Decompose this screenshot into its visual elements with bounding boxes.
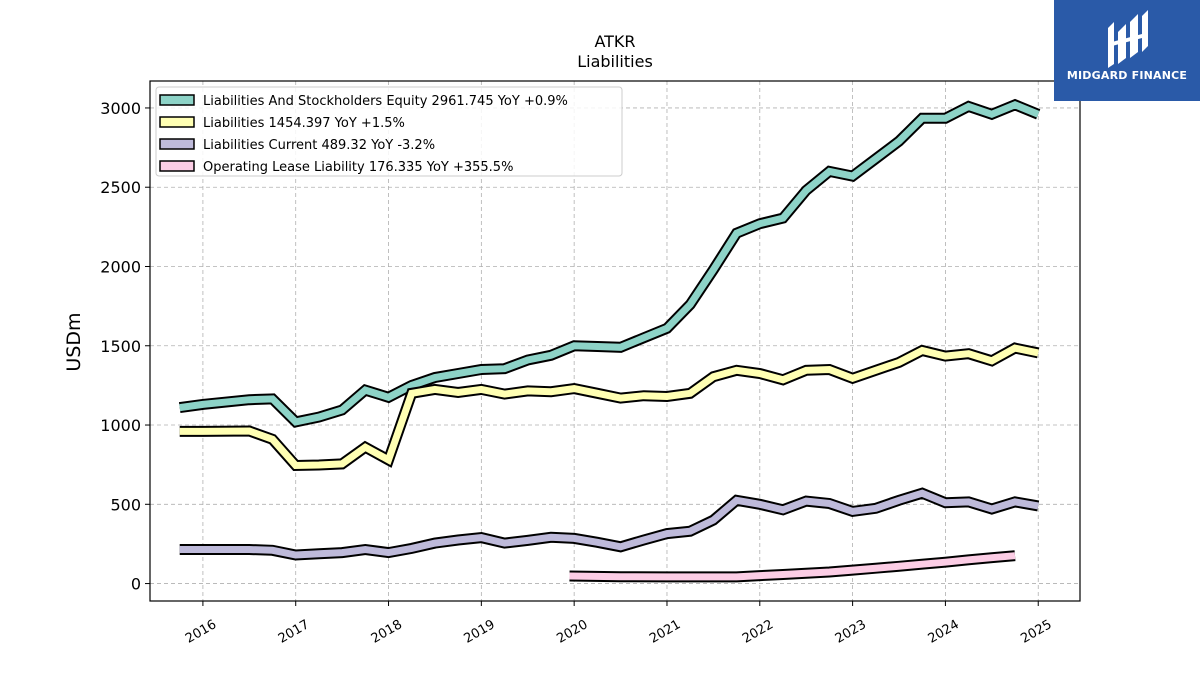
x-tick-label: 2021 (647, 617, 683, 647)
x-tick-label: 2023 (833, 617, 869, 647)
plot-frame (149, 80, 1081, 602)
legend-swatch (159, 116, 195, 128)
legend-swatch (159, 160, 195, 172)
x-tick-label: 2020 (554, 617, 590, 647)
series-line-2 (179, 489, 1039, 559)
legend-label: Liabilities Current 489.32 YoY -3.2% (203, 138, 435, 153)
legend-label: Liabilities 1454.397 YoY +1.5% (203, 116, 405, 131)
x-axis-ticks: 2016 2017 2018 2019 2020 2021 2022 2023 2024 2025 (183, 601, 1055, 647)
y-axis-label: USDm (63, 312, 85, 371)
series-line-0 (179, 101, 1040, 426)
logo-text: MIDGARD FINANCE (1066, 69, 1188, 82)
chart-subtitle: Liabilities (577, 52, 653, 71)
x-tick-label: 2019 (462, 617, 498, 647)
y-tick-label: 2500 (100, 178, 141, 197)
y-tick-label: 2000 (100, 257, 141, 276)
legend-swatch (159, 94, 195, 106)
legend-label: Operating Lease Liability 176.335 YoY +3… (203, 160, 513, 175)
y-tick-label: 1000 (100, 416, 141, 435)
y-axis-ticks: 0 500 1000 1500 2000 2500 3000 (100, 99, 150, 594)
x-tick-label: 2022 (740, 617, 776, 647)
series-line-1 (179, 344, 1039, 470)
series-outline-1 (179, 342, 1040, 472)
legend-box (155, 86, 623, 177)
y-tick-label: 500 (110, 495, 141, 514)
series-line-3 (569, 552, 1016, 581)
y-tick-label: 1500 (100, 337, 141, 356)
y-tick-label: 3000 (100, 99, 141, 118)
legend-label: Liabilities And Stockholders Equity 2961… (203, 94, 568, 109)
x-tick-label: 2016 (183, 617, 219, 647)
x-tick-label: 2024 (926, 617, 962, 647)
x-tick-label: 2017 (276, 617, 312, 647)
brand-logo: MIDGARD FINANCE (1054, 0, 1200, 101)
chart-title: ATKR (594, 32, 635, 51)
x-tick-label: 2025 (1018, 617, 1054, 647)
y-tick-label: 0 (131, 575, 141, 594)
series-layer (178, 98, 1041, 583)
x-tick-label: 2018 (369, 617, 405, 647)
logo-mark-icon (1108, 10, 1148, 68)
legend: Liabilities And Stockholders Equity 2961… (155, 86, 623, 177)
legend-swatch (159, 138, 195, 150)
